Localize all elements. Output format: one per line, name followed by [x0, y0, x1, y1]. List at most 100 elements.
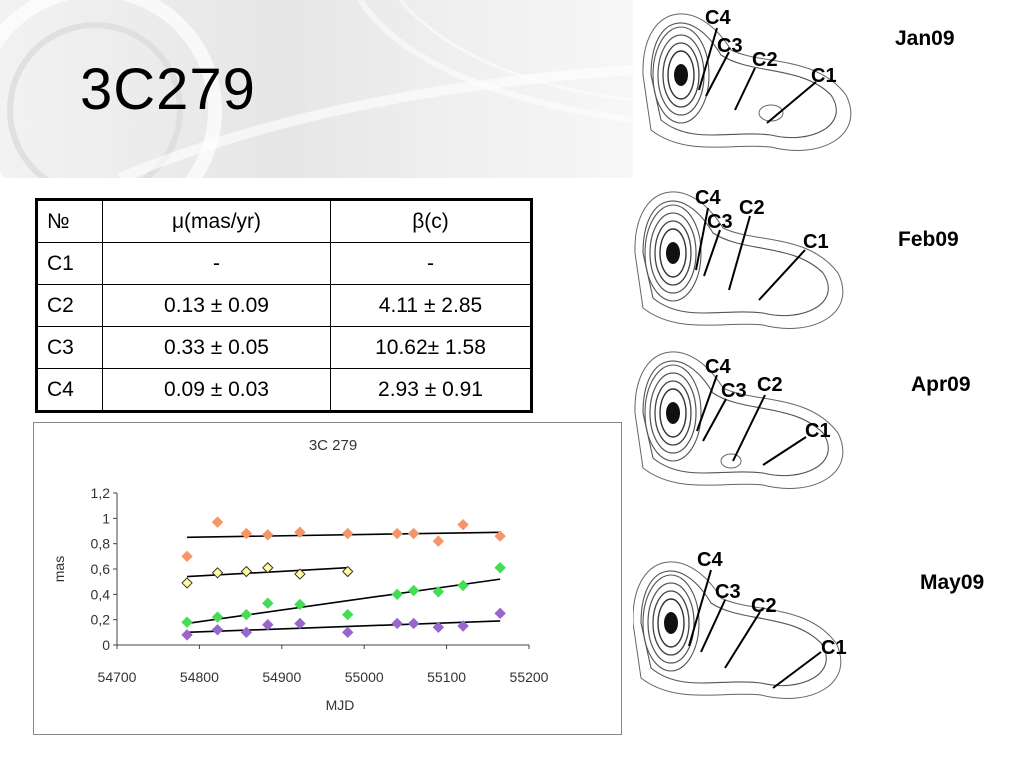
data-point [240, 626, 253, 639]
cell-mu: 0.09 ± 0.03 [102, 368, 331, 412]
x-tick-label: 55100 [427, 669, 466, 685]
chart-title: 3C 279 [309, 437, 357, 454]
map-apr09: C4 C3 C2 C1 [634, 351, 844, 489]
component-label: C1 [811, 65, 837, 87]
data-point [457, 518, 469, 531]
data-point [294, 598, 306, 611]
x-tick-label: 54700 [98, 669, 137, 685]
cell-component: C2 [36, 284, 103, 327]
data-point [342, 626, 354, 639]
x-axis-label: MJD [326, 697, 355, 713]
epoch-label: Apr09 [911, 373, 971, 396]
data-point [432, 535, 445, 547]
data-point [407, 617, 420, 630]
y-tick-label: 1,2 [91, 485, 111, 501]
data-point [494, 562, 506, 574]
separation-chart: 3C 279 0 0,2 0,4 0,6 0,8 1 1,2 54700 54800 54900 55… [33, 422, 622, 735]
component-label: C4 [695, 187, 721, 209]
component-label: C4 [705, 7, 731, 29]
data-point [181, 550, 193, 563]
component-label: C1 [803, 231, 829, 253]
y-tick-label: 0 [102, 637, 110, 653]
cell-mu: 0.13 ± 0.09 [102, 284, 331, 327]
x-tick-label: 54800 [180, 669, 219, 685]
component-label: C1 [821, 637, 847, 659]
map-may09: C4 C3 C2 C1 [633, 549, 847, 699]
component-label: C2 [751, 595, 777, 617]
data-point [432, 586, 445, 598]
epoch-label: Feb09 [898, 228, 959, 251]
component-label: C4 [697, 549, 723, 571]
cell-mu: - [102, 242, 331, 285]
y-tick-label: 0,8 [91, 536, 111, 552]
data-point [211, 611, 224, 623]
cell-component: C4 [36, 368, 103, 412]
component-label: C3 [717, 35, 743, 57]
map-contours [633, 561, 842, 699]
data-point [457, 579, 469, 592]
proper-motion-table: № μ(mas/yr) β(c) C1 - - C2 0.13 ± 0.09 4… [35, 198, 533, 413]
slide-title: 3C279 [80, 57, 256, 122]
table-row: C2 0.13 ± 0.09 4.11 ± 2.85 [36, 284, 532, 327]
epoch-label: Jan09 [895, 27, 955, 50]
map-feb09: C4 C3 C2 C1 [634, 187, 844, 329]
data-point [457, 620, 469, 632]
data-point [294, 526, 306, 538]
component-label: C3 [721, 380, 747, 402]
data-point [262, 529, 274, 541]
data-point [211, 624, 224, 636]
data-point [294, 617, 306, 630]
data-point [294, 568, 306, 580]
x-tick-label: 55000 [345, 669, 384, 685]
component-label: C2 [739, 197, 765, 219]
data-point [262, 619, 274, 631]
data-point [407, 527, 420, 540]
y-tick-label: 0,6 [91, 561, 111, 577]
map-contours [642, 13, 852, 151]
map-jan09: C4 C3 C2 C1 [642, 7, 852, 151]
table-row: C1 - - [36, 242, 532, 285]
header-beta: β(c) [330, 199, 532, 243]
data-point [262, 597, 274, 609]
data-point [391, 588, 403, 601]
data-point [342, 527, 354, 540]
data-point [342, 565, 354, 578]
data-point [407, 584, 420, 597]
banner-decoration [0, 0, 633, 178]
header-number: № [36, 199, 103, 243]
map-contours [634, 191, 844, 329]
title-banner: 3C279 [0, 0, 633, 178]
component-label: C1 [805, 420, 831, 442]
component-label: C2 [757, 374, 783, 396]
data-point [494, 530, 506, 542]
x-tick-label: 54900 [262, 669, 301, 685]
table-row: C4 0.09 ± 0.03 2.93 ± 0.91 [36, 368, 532, 412]
trend-line-2 [186, 578, 501, 625]
table-header-row: № μ(mas/yr) β(c) [36, 199, 532, 243]
y-axis-label: mas [51, 556, 67, 582]
cell-beta: 10.62± 1.58 [330, 326, 532, 369]
component-label: C2 [752, 49, 778, 71]
data-point [494, 607, 506, 620]
y-tick-label: 0,2 [91, 612, 111, 628]
y-tick-label: 0,4 [91, 586, 111, 602]
data-point [240, 527, 253, 540]
table-row: C3 0.33 ± 0.05 10.62± 1.58 [36, 326, 532, 369]
cell-mu: 0.33 ± 0.05 [102, 326, 331, 369]
data-point [181, 629, 193, 641]
map-contours [634, 351, 844, 489]
data-point [391, 527, 403, 540]
epoch-label: May09 [920, 571, 985, 594]
cell-beta: - [330, 242, 532, 285]
header-mu: μ(mas/yr) [102, 199, 331, 243]
y-tick-label: 1 [102, 510, 110, 526]
data-point [342, 608, 354, 621]
data-point [211, 516, 224, 528]
data-point [432, 621, 445, 633]
data-point [211, 567, 224, 579]
data-point [240, 565, 253, 578]
trend-line-3 [187, 620, 501, 634]
component-label: C4 [705, 356, 731, 378]
vlbi-maps-panel: C4 C3 C2 C1 Jan09 C4 C3 C2 C1 Feb09 [633, 0, 1024, 768]
component-label: C3 [707, 211, 733, 233]
